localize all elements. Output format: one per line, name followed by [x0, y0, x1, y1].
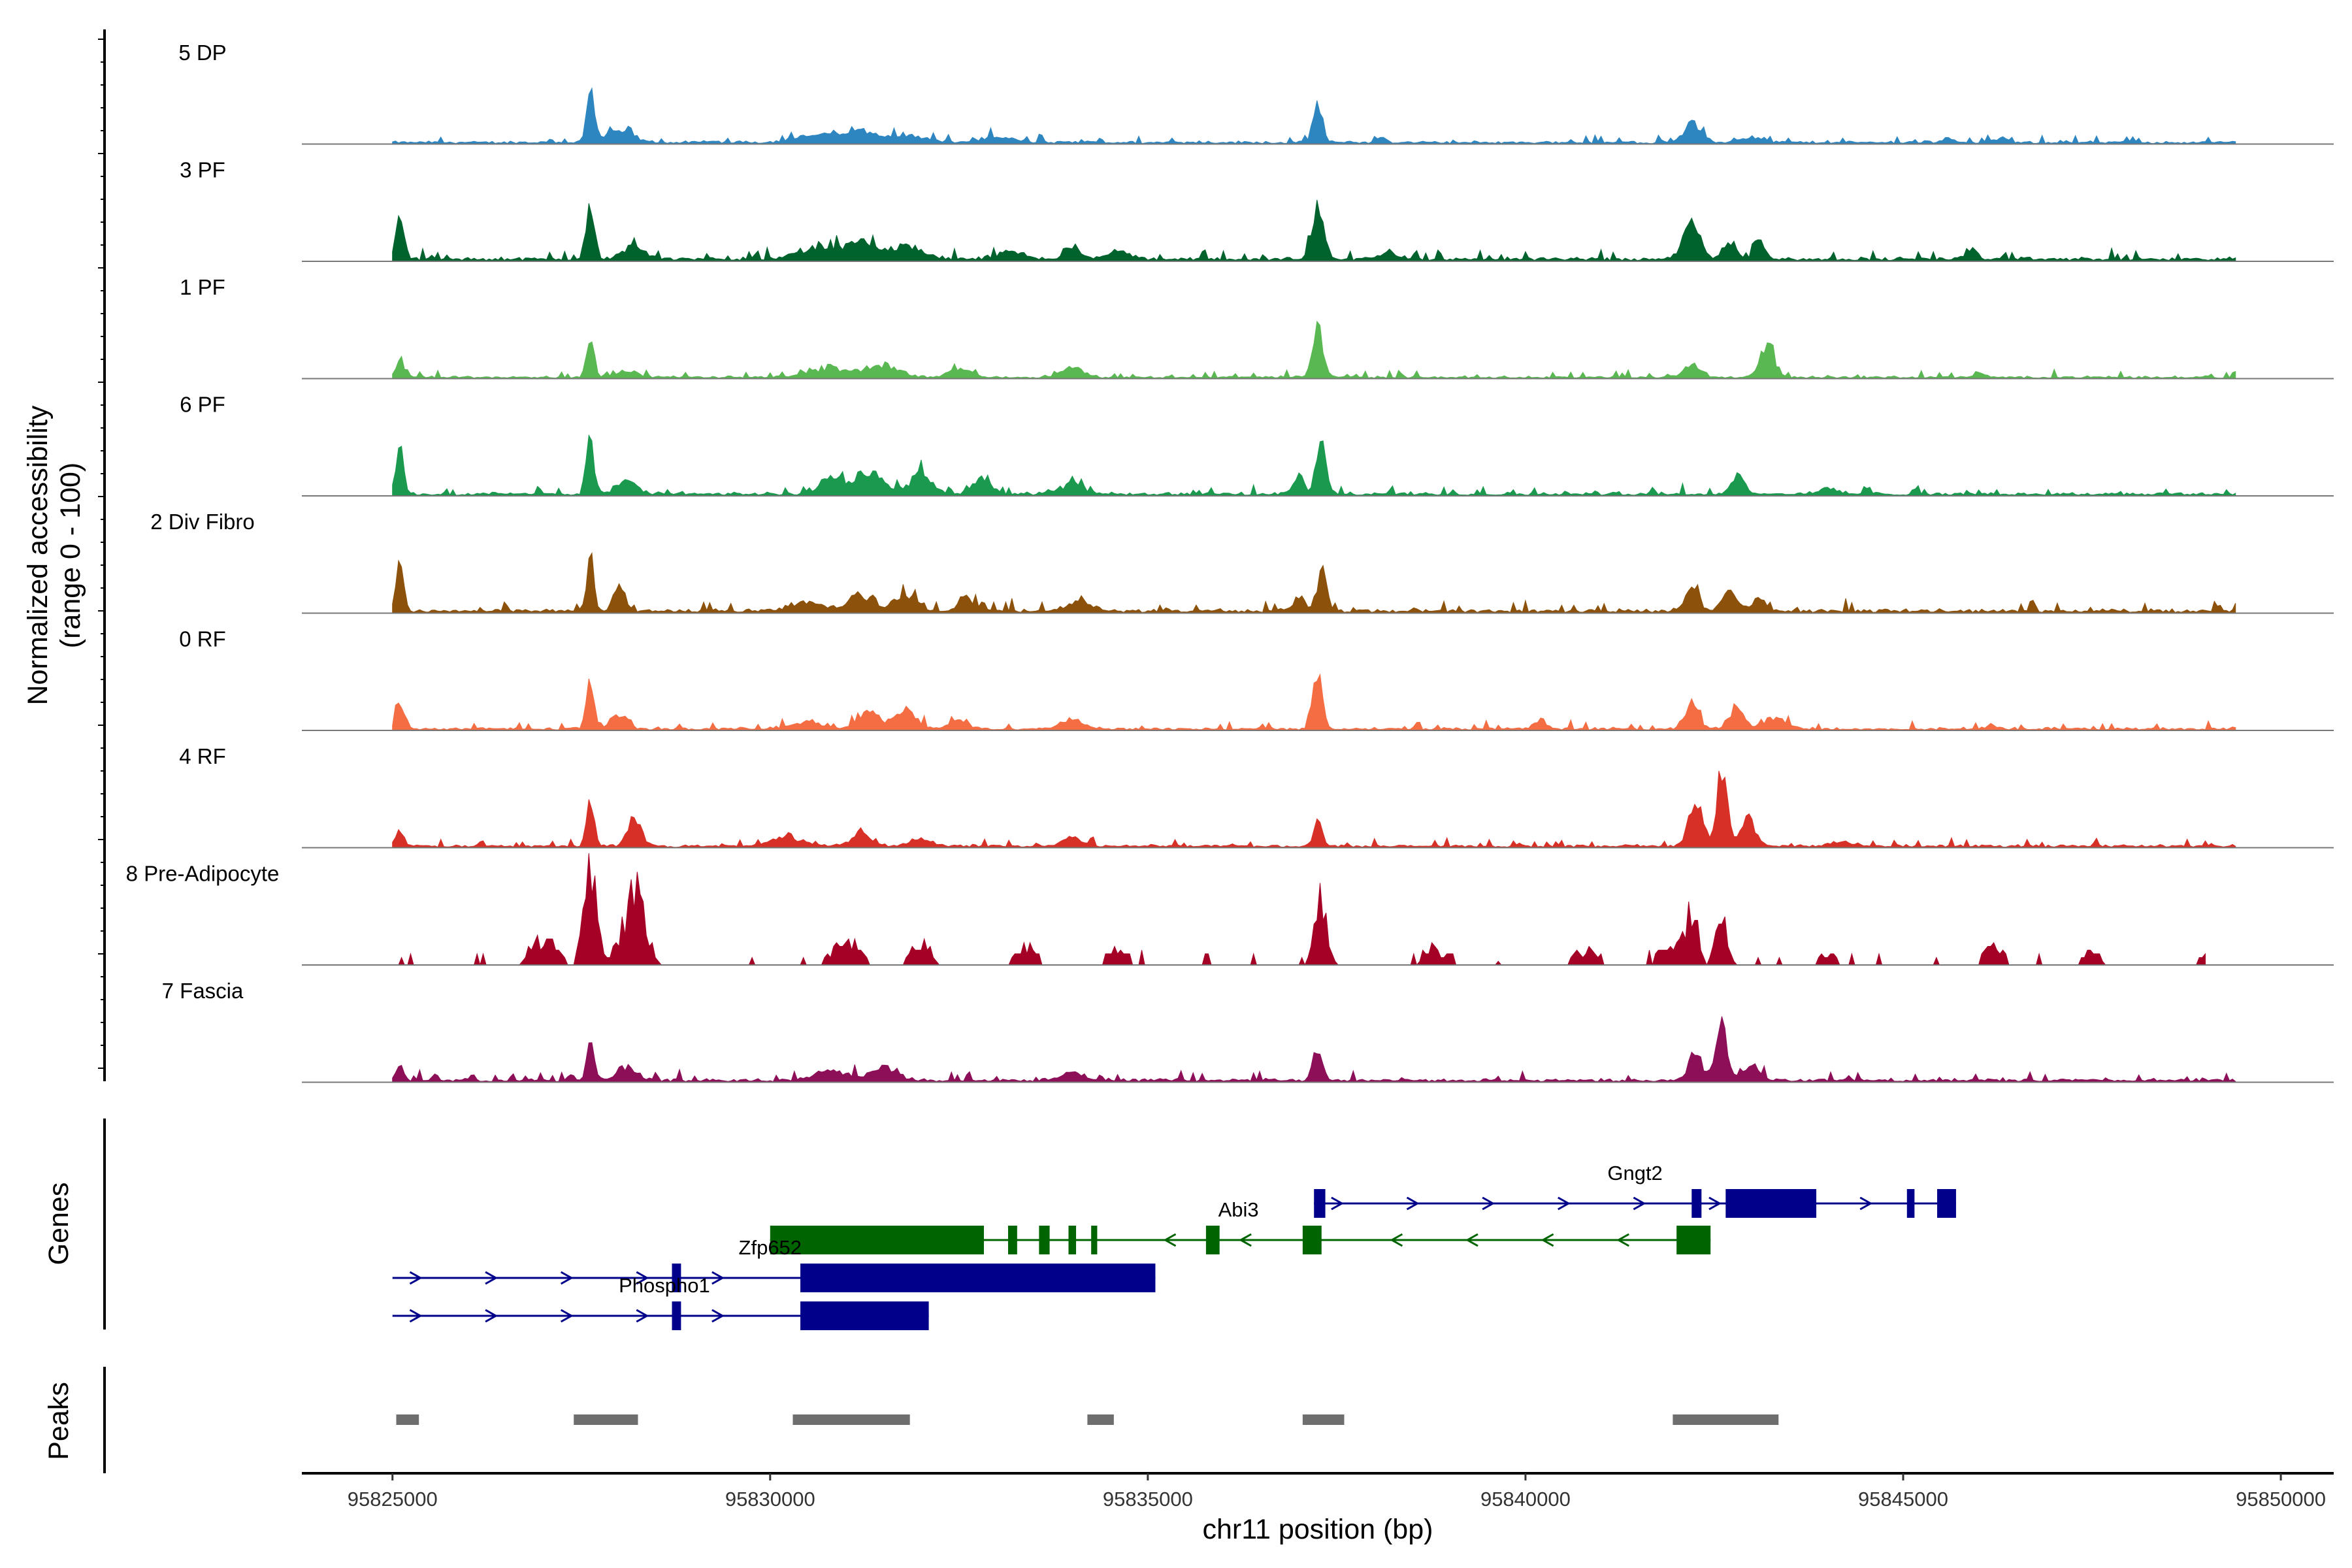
track-label: 2 Div Fibro [150, 510, 255, 534]
strand-arrow [485, 1271, 498, 1285]
exon [1068, 1226, 1077, 1254]
coverage-y-title-line2: (range 0 - 100) [55, 463, 86, 648]
coverage-panel: 5 DP 3 PF 1 PF 6 PF 2 Div Fibro 0 RF 4 RF 8 Pre… [126, 41, 2334, 1083]
strand-arrow [1616, 1233, 1629, 1247]
track-label: 7 Fascia [162, 979, 244, 1003]
coverage-area [392, 434, 2236, 497]
coverage-area [392, 853, 2206, 966]
exon [800, 1264, 1156, 1292]
track-0-rf: 0 RF [179, 627, 2334, 731]
strand-arrow [1541, 1233, 1554, 1247]
coverage-y-title: Normalized accessibility (range 0 - 100) [22, 405, 86, 705]
genes-panel-title: Genes [43, 1183, 74, 1266]
gene-label: Zfp652 [739, 1236, 802, 1259]
strand-arrow [1465, 1233, 1478, 1247]
exon [1676, 1226, 1711, 1254]
coverage-area [392, 87, 2236, 144]
track-6-pf: 6 PF [180, 393, 2334, 497]
track-label: 8 Pre-Adipocyte [126, 862, 280, 886]
exon [672, 1264, 681, 1292]
coverage-y-title-line1: Normalized accessibility [22, 405, 54, 705]
strand-arrow [1633, 1196, 1646, 1211]
track-label: 5 DP [178, 41, 226, 65]
gene-zfp652: Zfp652 [392, 1236, 1156, 1292]
peak-region [396, 1414, 419, 1425]
peak-region [574, 1414, 638, 1425]
gene-abi3: Abi3 [770, 1198, 1711, 1254]
strand-arrow [560, 1271, 574, 1285]
coverage-y-ticks [98, 39, 105, 1069]
x-tick-label: 95845000 [1858, 1488, 1948, 1511]
strand-arrow [560, 1309, 574, 1323]
exon [1906, 1189, 1915, 1218]
exon [672, 1301, 681, 1330]
track-1-pf: 1 PF [180, 275, 2334, 380]
x-tick-label: 95830000 [725, 1488, 815, 1511]
strand-arrow [1239, 1233, 1252, 1247]
exon [1302, 1226, 1322, 1254]
exon [1007, 1226, 1017, 1254]
strand-arrow [409, 1309, 423, 1323]
coverage-area [392, 199, 2236, 262]
track-2-div-fibro: 2 Div Fibro [150, 510, 2334, 614]
coverage-area [392, 770, 2236, 848]
peak-region [1087, 1414, 1114, 1425]
gene-label: Gngt2 [1607, 1162, 1662, 1184]
track-label: 4 RF [179, 744, 226, 768]
track-label: 0 RF [179, 627, 226, 651]
gene-gngt2: Gngt2 [1314, 1162, 1956, 1218]
strand-arrow [409, 1271, 423, 1285]
peaks-panel-title: Peaks [43, 1382, 74, 1460]
gene-phospho1: Phospho1 [392, 1274, 929, 1330]
track-label: 6 PF [180, 393, 225, 417]
gene-label: Abi3 [1218, 1198, 1259, 1221]
x-tick-label: 95835000 [1103, 1488, 1193, 1511]
track-label: 3 PF [180, 158, 225, 182]
exon [1039, 1226, 1050, 1254]
strand-arrow [1859, 1196, 1873, 1211]
track-8-pre-adipocyte: 8 Pre-Adipocyte [126, 853, 2334, 966]
x-axis-title: chr11 position (bp) [1203, 1514, 1433, 1545]
peak-region [1302, 1414, 1345, 1425]
exon [1091, 1226, 1098, 1254]
exon [1205, 1226, 1220, 1254]
exon [770, 1226, 984, 1254]
exon [1314, 1189, 1326, 1218]
x-axis-ticks: 95825000 95830000 95835000 95840000 95845000… [348, 1473, 2326, 1511]
exon [800, 1301, 929, 1330]
strand-arrow [1163, 1233, 1177, 1247]
track-5-dp: 5 DP [178, 41, 2334, 145]
strand-arrow [1708, 1196, 1722, 1211]
strand-arrow [636, 1309, 649, 1323]
exon [1725, 1189, 1817, 1218]
peak-region [792, 1414, 910, 1425]
x-tick-label: 95840000 [1480, 1488, 1571, 1511]
strand-arrow [485, 1309, 498, 1323]
strand-arrow [1558, 1196, 1571, 1211]
track-4-rf: 4 RF [179, 744, 2334, 849]
strand-arrow [1331, 1196, 1344, 1211]
strand-arrow [711, 1309, 725, 1323]
track-3-pf: 3 PF [180, 158, 2334, 262]
x-tick-label: 95825000 [348, 1488, 438, 1511]
coverage-area [392, 673, 2236, 731]
gene-label: Phospho1 [619, 1274, 710, 1297]
peak-region [1673, 1414, 1779, 1425]
peaks-panel [396, 1414, 1779, 1425]
coverage-area [392, 320, 2236, 379]
exon [1691, 1189, 1702, 1218]
x-tick-label: 95850000 [2236, 1488, 2326, 1511]
coverage-area [392, 551, 2236, 613]
exon [1937, 1189, 1956, 1218]
strand-arrow [1406, 1196, 1420, 1211]
strand-arrow [1482, 1196, 1495, 1211]
track-label: 1 PF [180, 275, 225, 299]
genes-panel: Gngt2 Abi3 Zfp652 Phospho1 [392, 1162, 1956, 1330]
coverage-area [392, 1016, 2236, 1083]
strand-arrow [636, 1271, 649, 1285]
strand-arrow [711, 1271, 725, 1285]
track-7-fascia: 7 Fascia [162, 979, 2334, 1083]
strand-arrow [1390, 1233, 1403, 1247]
